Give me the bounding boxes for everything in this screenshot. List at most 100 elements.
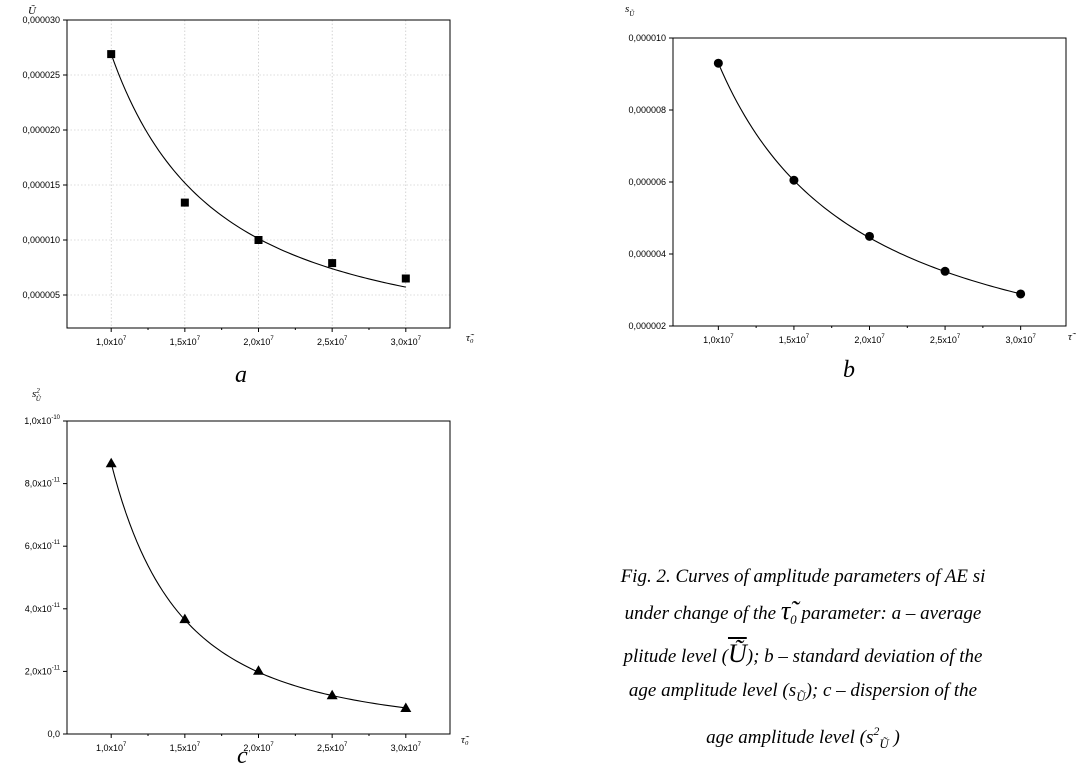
x-tick-exponent: 7	[197, 336, 201, 342]
y-tick-label: 8,0x10-11	[25, 478, 61, 489]
y-tick-exponent: -11	[52, 478, 61, 484]
y-tick-base: 0,000015	[22, 180, 60, 190]
y-tick-label: 0,000002	[628, 321, 666, 331]
x-tick-exponent: 7	[957, 334, 961, 340]
caption-text: parameter: a – average	[801, 603, 982, 624]
x-tick-exponent: 7	[344, 742, 348, 748]
caption-text: under change of the	[624, 603, 777, 624]
y-tick-base: 8,0x10	[25, 479, 52, 489]
x-tick-exponent: 7	[270, 336, 274, 342]
x-tick-base: 2,5x10	[317, 337, 344, 347]
x-tick-label: 1,5x107	[170, 336, 201, 347]
x-tick-label: 1,0x107	[96, 742, 127, 753]
x-tick-exponent: 7	[123, 336, 127, 342]
x-tick-label: 2,0x107	[243, 336, 274, 347]
figure-caption: Fig. 2. Curves of amplitude parameters o…	[530, 560, 1076, 761]
y-tick-label: 0,000006	[628, 177, 666, 187]
chart-c: 1,0x107 1,5x107 2,0x107 2,5x107 3,0x1070,02,…	[24, 387, 470, 753]
s-subscript: Ũ	[796, 689, 806, 704]
y-axis-label: sŨ	[625, 3, 635, 18]
caption-line-3: plitude level (Ũ); b – standard deviatio…	[530, 637, 1076, 674]
y-tick-label: 0,000010	[22, 235, 60, 245]
y-tick-label: 0,000015	[22, 180, 60, 190]
y-tick-base: 2,0x10	[25, 666, 52, 676]
u-symbol: Ũ	[727, 639, 747, 668]
data-point	[254, 236, 263, 244]
chart-b: 1,0x107 1,5x107 2,0x107 2,5x107 3,0x1070,000…	[625, 3, 1076, 345]
y-tick-label: 1,0x10-10	[24, 415, 60, 426]
x-tick-base: 2,0x10	[243, 337, 270, 347]
y-tick-label: 0,000010	[628, 33, 666, 43]
y-axis-label: Ũ	[28, 5, 37, 17]
tau-symbol: τ̃	[780, 596, 791, 625]
caption-close: )	[893, 727, 900, 748]
s-symbol: s	[865, 727, 874, 748]
s-symbol: s	[788, 680, 797, 701]
y-axis-label-sup: 2	[36, 387, 40, 395]
y-tick-label: 0,0	[47, 729, 60, 739]
panel-label-a: a	[235, 362, 247, 388]
x-tick-base: 1,0x10	[703, 335, 730, 345]
y-tick-label: 0,000008	[628, 105, 666, 115]
x-tick-label: 3,0x107	[1005, 334, 1036, 345]
x-tick-label: 1,0x107	[96, 336, 127, 347]
plot-frame	[672, 37, 1067, 327]
chart-a: 1,0x107 1,5x107 2,0x107 2,5x107 3,0x1070,000…	[22, 5, 475, 347]
y-tick-base: 0,000004	[628, 249, 666, 259]
y-tick-base: 0,000010	[22, 235, 60, 245]
y-axis-label: s2 Ũ	[32, 387, 42, 403]
tau-subscript: 0	[790, 612, 797, 627]
x-tick-exponent: 7	[1032, 334, 1036, 340]
y-tick-label: 0,000004	[628, 249, 666, 259]
caption-line-2: under change of the τ̃0 parameter: a – a…	[530, 594, 1076, 637]
x-tick-label: 3,0x107	[391, 742, 422, 753]
chart-panel-a: 1,0x107 1,5x107 2,0x107 2,5x107 3,0x107 0,000…	[0, 0, 500, 350]
x-tick-base: 1,0x10	[96, 743, 123, 753]
panel-label-c: c	[237, 743, 248, 769]
y-tick-exponent: -11	[52, 665, 61, 671]
y-tick-base: 0,000020	[22, 125, 60, 135]
panel-label-b: b	[843, 357, 855, 383]
x-tick-exponent: 7	[270, 742, 274, 748]
chart-panel-b: 1,0x107 1,5x107 2,0x107 2,5x107 3,0x107 0,000…	[565, 0, 1076, 350]
caption-line-1: Fig. 2. Curves of amplitude parameters o…	[620, 566, 986, 587]
x-tick-exponent: 7	[730, 334, 734, 340]
data-point	[107, 50, 116, 59]
data-point	[400, 702, 412, 713]
plot-frame	[66, 420, 451, 735]
x-tick-exponent: 7	[881, 334, 885, 340]
y-tick-label: 0,000025	[22, 70, 60, 80]
x-tick-base: 3,0x10	[1005, 335, 1032, 345]
caption-text: ); c – dispersion of the	[805, 680, 978, 701]
data-point	[328, 259, 337, 268]
y-tick-base: 6,0x10	[25, 541, 52, 551]
caption-line-5: age amplitude level (s2Ũ )	[530, 714, 1076, 761]
y-tick-exponent: -10	[51, 415, 60, 421]
data-point	[401, 274, 410, 283]
x-axis-label: τ̃₀	[461, 734, 470, 746]
data-point	[1016, 289, 1026, 299]
y-tick-base: 0,000010	[628, 33, 666, 43]
x-tick-base: 3,0x10	[391, 743, 418, 753]
x-tick-base: 1,5x10	[170, 743, 197, 753]
y-tick-base: 0,000008	[628, 105, 666, 115]
y-tick-label: 4,0x10-11	[25, 603, 61, 614]
y-tick-label: 2,0x10-11	[25, 665, 61, 676]
y-tick-label: 0,000030	[22, 15, 60, 25]
x-tick-label: 2,5x107	[317, 336, 348, 347]
x-axis-label: τ̃₀	[466, 332, 475, 344]
y-tick-base: 0,000002	[628, 321, 666, 331]
x-tick-exponent: 7	[197, 742, 201, 748]
x-axis-label: τ̃	[1068, 331, 1076, 343]
x-tick-label: 1,0x107	[703, 334, 734, 345]
caption-text: age amplitude level (	[706, 727, 866, 748]
y-axis-label-base: s	[625, 3, 629, 15]
x-tick-label: 2,5x107	[930, 334, 961, 345]
caption-text: age amplitude level (	[628, 680, 789, 701]
caption-text: ); b – standard deviation of the	[746, 646, 983, 667]
y-tick-base: 0,000005	[22, 290, 60, 300]
s-superscript: 2	[873, 724, 880, 738]
y-tick-label: 0,000005	[22, 290, 60, 300]
s-subscript: Ũ	[879, 736, 889, 751]
x-tick-base: 1,5x10	[779, 335, 806, 345]
